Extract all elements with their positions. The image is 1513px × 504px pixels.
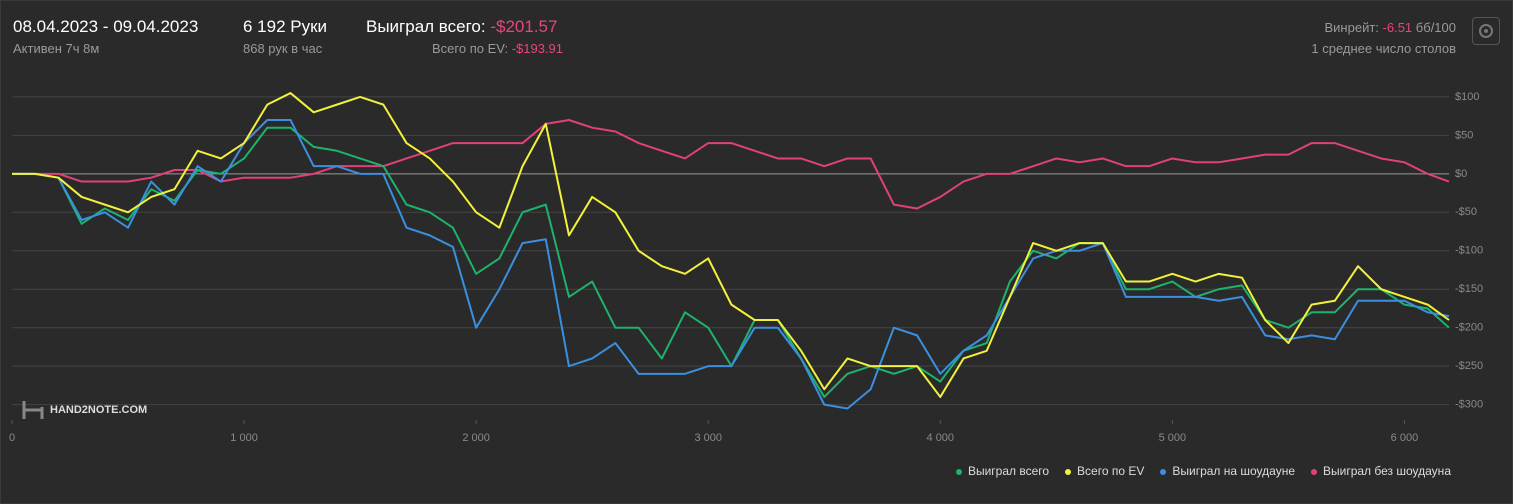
value: -6.51	[1382, 20, 1413, 35]
y-tick-label: -$250	[1455, 360, 1483, 372]
series-line	[12, 119, 1450, 210]
x-tick-label: 6 000	[1391, 432, 1419, 444]
y-tick-label: $50	[1455, 129, 1473, 141]
label: Всего по EV:	[432, 41, 509, 56]
settings-button[interactable]	[1472, 17, 1500, 45]
label: Винрейт:	[1324, 20, 1379, 35]
winrate: Винрейт: -6.51 бб/100	[1325, 20, 1457, 35]
hands-per-hour: 868 рук в час	[243, 41, 323, 56]
active-time: Активен 7ч 8м	[13, 41, 100, 56]
legend: Выиграл всего Всего по EV Выиграл на шоуда…	[955, 464, 1451, 478]
series-line	[12, 126, 1450, 398]
legend-label: Выиграл на шоудауне	[1172, 464, 1295, 478]
logo-glyph	[22, 401, 44, 419]
y-tick-label: -$200	[1455, 322, 1483, 334]
legend-item[interactable]: Выиграл всего	[955, 464, 1050, 478]
legend-marker	[955, 468, 962, 475]
legend-item[interactable]: Выиграл без шоудауна	[1311, 464, 1451, 478]
value: -$193.91	[511, 41, 564, 56]
logo-text: HAND2NOTE.COM	[50, 404, 148, 416]
x-tick-label: 4 000	[927, 432, 955, 444]
legend-marker	[1065, 468, 1072, 475]
label: Выиграл всего:	[366, 17, 486, 36]
value: -$201.57	[490, 17, 558, 36]
gear-ring	[1479, 24, 1493, 38]
x-tick-label: 3 000	[694, 432, 722, 444]
legend-label: Выиграл без шоудауна	[1323, 464, 1451, 478]
won-total: Выиграл всего: -$201.57	[366, 17, 557, 37]
y-tick-label: -$300	[1455, 399, 1483, 411]
legend-label: Всего по EV	[1077, 464, 1145, 478]
x-tick-label: 2 000	[462, 432, 490, 444]
tables: 1 среднее число столов	[1311, 41, 1456, 56]
x-tick-label: 5 000	[1159, 432, 1187, 444]
series-line	[12, 119, 1450, 410]
legend-marker	[1311, 468, 1317, 475]
legend-label: Выиграл всего	[967, 464, 1050, 478]
y-tick-label: $0	[1455, 168, 1467, 180]
y-tick-label: -$50	[1455, 206, 1477, 218]
y-tick-label: $100	[1455, 91, 1479, 103]
legend-item[interactable]: Выиграл на шоудауне	[1160, 464, 1295, 478]
legend-item[interactable]: Всего по EV	[1065, 464, 1144, 478]
date-range: 08.04.2023 - 09.04.2023	[13, 17, 199, 36]
y-tick-label: -$100	[1455, 245, 1483, 257]
hands: 6 192 Руки	[243, 17, 328, 36]
y-tick-label: -$150	[1455, 283, 1483, 295]
gear-hub	[1484, 29, 1488, 33]
ev-total: Всего по EV: -$193.91	[432, 41, 563, 56]
series-line	[12, 92, 1450, 398]
logo-icon	[22, 401, 44, 419]
logo: HAND2NOTE.COM	[22, 399, 147, 421]
x-tick-label: 1 000	[230, 432, 258, 444]
gear-icon	[1479, 24, 1493, 38]
unit: бб/100	[1415, 20, 1456, 35]
legend-marker	[1160, 468, 1167, 475]
x-tick-label: 0	[9, 432, 15, 444]
